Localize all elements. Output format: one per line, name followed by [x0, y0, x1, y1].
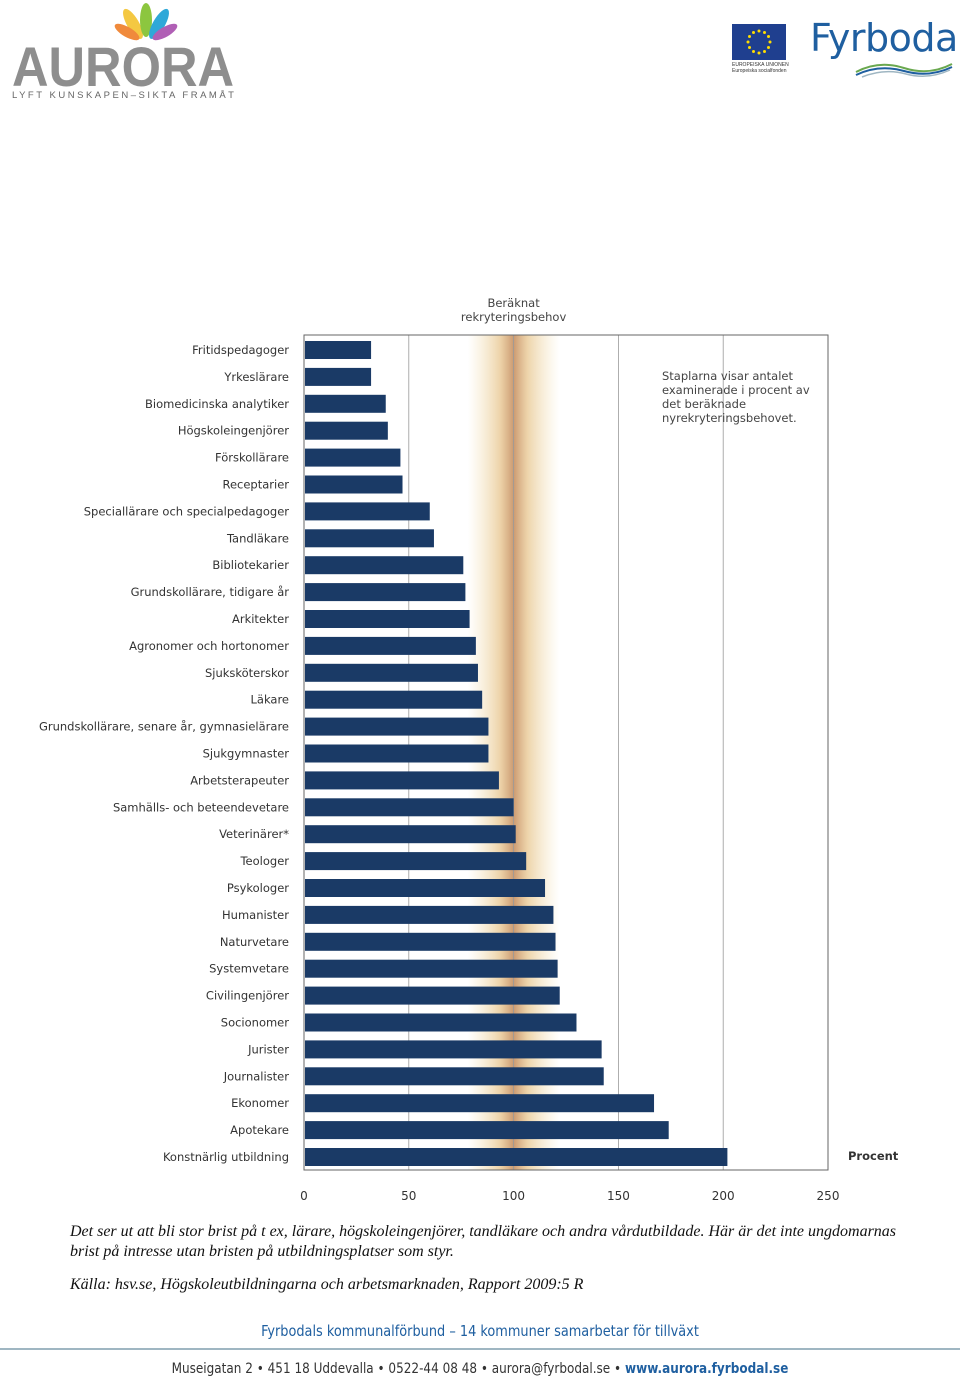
plot-frame: [303, 334, 829, 1171]
bar: [305, 529, 434, 548]
x-tick-label: 50: [401, 1189, 416, 1203]
category-label: Speciallärare och specialpedagoger: [84, 504, 290, 518]
eu-flag-icon: [732, 24, 786, 60]
category-label: Teologer: [239, 854, 289, 868]
category-label: Apotekare: [230, 1123, 289, 1137]
bar: [305, 663, 478, 682]
category-label: Humanister: [222, 908, 289, 922]
caption: Det ser ut att bli stor brist på t ex, l…: [70, 1222, 920, 1308]
eu-line2: Europeiska socialfonden: [732, 68, 787, 74]
category-label: Fritidspedagoger: [192, 343, 289, 357]
category-label: Ekonomer: [231, 1096, 289, 1110]
category-label: Högskoleingenjörer: [178, 424, 289, 438]
band-label: Beräknat rekryteringsbehov: [461, 296, 567, 324]
category-label: Biomedicinska analytiker: [145, 397, 289, 411]
bar: [305, 475, 403, 494]
bar: [305, 717, 489, 736]
x-tick-label: 250: [817, 1189, 840, 1203]
bar: [305, 1148, 728, 1166]
aurora-flower-icon: [114, 3, 178, 41]
x-tick-labels: 0 50 100 150 200 250: [300, 1189, 839, 1203]
caption-source: Källa: hsv.se, Högskoleutbildningarna oc…: [70, 1276, 584, 1293]
bar: [305, 690, 483, 709]
category-label: Grundskollärare, tidigare år: [131, 585, 290, 599]
category-label: Jurister: [247, 1042, 289, 1056]
bars: [305, 341, 728, 1166]
x-axis-label: Procent: [848, 1149, 899, 1163]
category-label: Veterinärer*: [219, 827, 289, 841]
x-tick-label: 100: [502, 1189, 525, 1203]
bar: [305, 879, 546, 897]
bar: [305, 771, 499, 790]
category-label: Systemvetare: [209, 962, 289, 976]
bar: [305, 448, 401, 467]
bar: [305, 341, 372, 359]
bar: [305, 636, 476, 655]
footer-address: Museigatan 2 • 451 18 Uddevalla • 0522-4…: [171, 1361, 622, 1377]
bar: [305, 583, 466, 602]
category-label: Agronomer och hortonomer: [129, 639, 289, 653]
category-label: Läkare: [250, 693, 289, 707]
footer-address-line: Museigatan 2 • 451 18 Uddevalla • 0522-4…: [67, 1361, 893, 1377]
category-label: Sjuksköterskor: [205, 666, 289, 680]
category-label: Konstnärlig utbildning: [163, 1150, 289, 1164]
bar: [305, 394, 386, 413]
bar: [305, 852, 527, 871]
bar: [305, 932, 556, 951]
aurora-tagline: LYFT KUNSKAPEN–SIKTA FRAMÅT: [12, 90, 234, 101]
x-tick-label: 0: [300, 1189, 308, 1203]
bar: [305, 959, 558, 978]
category-label: Arbetsterapeuter: [190, 773, 289, 787]
aurora-logo: AURORA LYFT KUNSKAPEN–SIKTA FRAMÅT: [8, 0, 248, 110]
footer-website-link[interactable]: www.aurora.fyrbodal.se: [624, 1361, 789, 1377]
category-label: Samhälls- och beteendevetare: [113, 800, 289, 814]
category-label: Arkitekter: [232, 612, 289, 626]
category-label: Psykologer: [227, 881, 289, 895]
category-label: Yrkeslärare: [223, 370, 289, 384]
bar: [305, 556, 464, 575]
bar: [305, 1067, 604, 1086]
bar: [305, 502, 430, 521]
category-label: Socionomer: [221, 1016, 289, 1030]
x-tick-label: 150: [607, 1189, 630, 1203]
aurora-logo-text: AURORA: [12, 35, 234, 98]
bar: [305, 1121, 669, 1140]
category-label: Sjukgymnaster: [203, 747, 290, 761]
category-label: Journalister: [223, 1069, 290, 1083]
eu-logo: EUROPEISKA UNIONEN Europeiska socialfond…: [732, 24, 792, 74]
category-label: Förskollärare: [215, 451, 289, 465]
fyrbodal-logo: Fyrbodal: [806, 14, 960, 78]
bar: [305, 986, 560, 1005]
chart-annotation: Staplarna visar antalet examinerade i pro…: [662, 369, 810, 425]
bar: [305, 798, 514, 817]
category-label: Civilingenjörer: [206, 989, 289, 1003]
category-label: Tandläkare: [226, 531, 289, 545]
category-label: Naturvetare: [220, 935, 289, 949]
bar: [305, 610, 470, 628]
footer-divider: [0, 1348, 960, 1350]
bar: [305, 825, 516, 844]
bar: [305, 744, 489, 763]
x-tick-label: 200: [712, 1189, 735, 1203]
fyrbodal-logo-text: Fyrbodal: [810, 16, 960, 60]
bar: [305, 367, 372, 386]
bar: [305, 1013, 577, 1032]
category-label: Grundskollärare, senare år, gymnasielära…: [39, 720, 289, 734]
bar: [305, 421, 388, 440]
bar: [305, 1040, 602, 1059]
caption-text: Det ser ut att bli stor brist på t ex, l…: [70, 1223, 897, 1260]
recruitment-bar-chart: Fritidspedagoger Yrkeslärare Biomedicinska…: [39, 296, 899, 1203]
bar: [305, 1094, 655, 1113]
waves-icon: [855, 63, 953, 78]
category-label: Receptarier: [222, 478, 289, 492]
footer-tagline: Fyrbodals kommunalförbund – 14 kommuner …: [261, 1322, 699, 1340]
eu-line1: EUROPEISKA UNIONEN: [732, 62, 789, 68]
bar: [305, 905, 554, 924]
category-label: Bibliotekarier: [212, 558, 289, 572]
category-labels: Fritidspedagoger Yrkeslärare Biomedicinska…: [39, 343, 289, 1164]
